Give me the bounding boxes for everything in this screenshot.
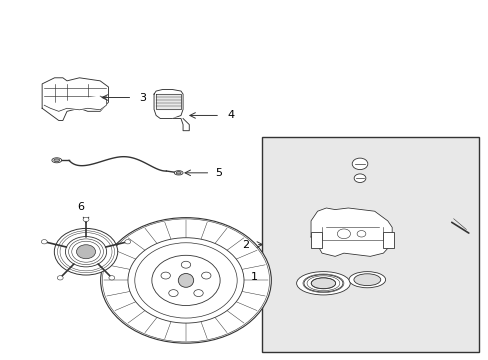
Circle shape — [161, 272, 170, 279]
Ellipse shape — [304, 275, 342, 292]
Ellipse shape — [348, 272, 385, 288]
Circle shape — [128, 238, 244, 323]
Circle shape — [168, 290, 178, 297]
Polygon shape — [172, 118, 189, 131]
Circle shape — [76, 245, 95, 259]
Bar — [261, 137, 478, 352]
Circle shape — [356, 230, 365, 237]
Circle shape — [65, 237, 106, 267]
Bar — [383, 232, 394, 248]
Circle shape — [337, 229, 350, 239]
Ellipse shape — [296, 272, 349, 295]
Ellipse shape — [311, 278, 335, 289]
Text: 3: 3 — [140, 93, 146, 103]
Polygon shape — [310, 208, 391, 256]
Ellipse shape — [353, 274, 380, 285]
Circle shape — [109, 276, 115, 280]
Circle shape — [353, 174, 365, 183]
Text: 6: 6 — [78, 202, 84, 212]
Polygon shape — [42, 78, 108, 121]
Circle shape — [193, 290, 203, 297]
Circle shape — [201, 272, 210, 279]
Circle shape — [54, 228, 118, 275]
Ellipse shape — [178, 274, 193, 287]
Text: 2: 2 — [242, 239, 249, 249]
Bar — [310, 232, 321, 248]
Circle shape — [101, 218, 271, 343]
Circle shape — [181, 261, 190, 268]
Circle shape — [124, 240, 130, 244]
Circle shape — [351, 158, 367, 170]
Circle shape — [83, 217, 89, 222]
Polygon shape — [44, 96, 106, 111]
Polygon shape — [154, 90, 183, 118]
Circle shape — [41, 240, 47, 244]
Polygon shape — [156, 94, 181, 109]
Ellipse shape — [54, 159, 60, 162]
Circle shape — [135, 243, 237, 318]
Text: 4: 4 — [227, 111, 234, 121]
Circle shape — [57, 276, 63, 280]
Ellipse shape — [174, 171, 183, 175]
Circle shape — [152, 255, 220, 306]
Ellipse shape — [52, 158, 61, 163]
Ellipse shape — [176, 172, 181, 174]
Text: 1: 1 — [250, 272, 257, 282]
Text: 5: 5 — [215, 168, 222, 178]
